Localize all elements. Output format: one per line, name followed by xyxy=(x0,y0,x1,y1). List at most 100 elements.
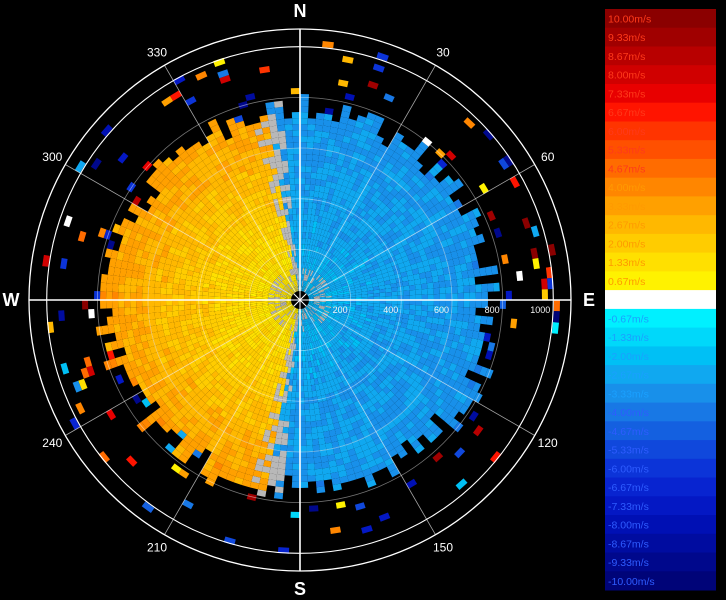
range-gate xyxy=(320,229,326,237)
range-gate xyxy=(269,306,276,310)
range-gate xyxy=(205,363,213,371)
range-gate xyxy=(158,379,167,389)
range-gate xyxy=(541,278,548,290)
range-gate xyxy=(316,339,322,347)
range-gate xyxy=(243,343,250,350)
range-gate xyxy=(106,274,114,284)
range-gate xyxy=(289,305,295,310)
range-gate xyxy=(106,350,115,361)
range-gate xyxy=(344,392,351,400)
range-gate xyxy=(452,334,461,343)
range-gate xyxy=(175,383,185,393)
range-gate xyxy=(376,52,389,62)
range-gate xyxy=(353,266,361,272)
range-gate xyxy=(314,313,320,319)
range-gate xyxy=(440,352,449,361)
range-gate xyxy=(292,463,300,470)
range-gate xyxy=(355,392,363,401)
range-gate xyxy=(473,347,482,357)
range-gate xyxy=(305,312,309,319)
range-gate xyxy=(349,368,356,376)
range-gate xyxy=(330,247,336,255)
range-gate xyxy=(232,358,240,366)
range-gate xyxy=(325,276,332,282)
range-gate xyxy=(318,307,324,311)
range-gate xyxy=(388,448,398,458)
range-gate xyxy=(260,390,267,398)
cardinal-w: W xyxy=(3,290,20,310)
range-gate xyxy=(325,380,332,388)
range-gate xyxy=(304,288,308,294)
range-gate xyxy=(352,365,360,373)
range-gate xyxy=(160,305,167,313)
range-gate xyxy=(462,344,470,353)
range-gate xyxy=(311,160,319,168)
range-gate xyxy=(455,271,463,280)
range-gate xyxy=(463,307,470,315)
range-gate xyxy=(304,238,309,245)
range-gate xyxy=(179,397,188,407)
range-gate xyxy=(320,363,326,371)
range-gate xyxy=(391,304,398,309)
range-gate xyxy=(361,525,373,534)
range-gate xyxy=(300,385,304,392)
range-gate xyxy=(444,312,452,320)
range-gate xyxy=(432,311,440,319)
range-gate xyxy=(341,412,349,421)
range-gate xyxy=(222,373,230,382)
range-gate xyxy=(305,361,309,368)
range-gate xyxy=(319,204,326,212)
range-gate xyxy=(333,350,339,358)
range-gate xyxy=(307,303,313,306)
range-gate xyxy=(331,302,338,305)
range-gate xyxy=(426,282,434,289)
range-gate xyxy=(306,337,310,344)
range-gate xyxy=(307,311,312,317)
range-gate xyxy=(229,429,239,438)
range-gate xyxy=(420,277,427,285)
range-gate xyxy=(130,307,137,315)
range-gate xyxy=(230,337,238,343)
range-gate xyxy=(373,296,380,300)
range-gate xyxy=(307,297,314,299)
range-gate xyxy=(181,449,193,459)
range-gate xyxy=(318,235,324,242)
range-gate xyxy=(355,304,362,309)
range-gate xyxy=(400,150,411,161)
range-gate xyxy=(435,330,443,338)
range-gate xyxy=(194,421,204,431)
range-gate xyxy=(300,160,307,167)
range-gate xyxy=(244,368,251,376)
range-gate xyxy=(331,274,338,280)
range-gate xyxy=(315,112,325,120)
range-gate xyxy=(115,356,124,367)
range-gate xyxy=(416,243,424,251)
range-gate xyxy=(294,238,298,245)
range-gate xyxy=(361,326,369,332)
range-gate xyxy=(306,349,310,356)
range-gate xyxy=(448,243,457,253)
range-gate xyxy=(336,369,343,377)
range-gate xyxy=(394,160,404,170)
range-gate xyxy=(254,439,263,447)
range-gate xyxy=(331,264,337,271)
range-gate xyxy=(505,290,512,300)
range-gate xyxy=(294,319,297,326)
range-gate xyxy=(308,367,313,374)
range-gate xyxy=(336,308,343,312)
range-gate xyxy=(379,300,386,304)
range-gate xyxy=(434,192,445,203)
range-gate xyxy=(345,276,352,281)
range-gate xyxy=(359,241,366,249)
range-gate xyxy=(397,179,407,188)
range-gate xyxy=(373,240,381,248)
range-gate xyxy=(126,352,135,363)
range-gate xyxy=(455,320,463,329)
range-gate xyxy=(314,259,319,266)
range-gate xyxy=(358,318,365,324)
range-gate xyxy=(410,330,418,337)
range-gate xyxy=(394,382,403,391)
range-gate xyxy=(240,387,248,396)
range-gate xyxy=(337,322,344,327)
range-gate xyxy=(349,335,356,342)
